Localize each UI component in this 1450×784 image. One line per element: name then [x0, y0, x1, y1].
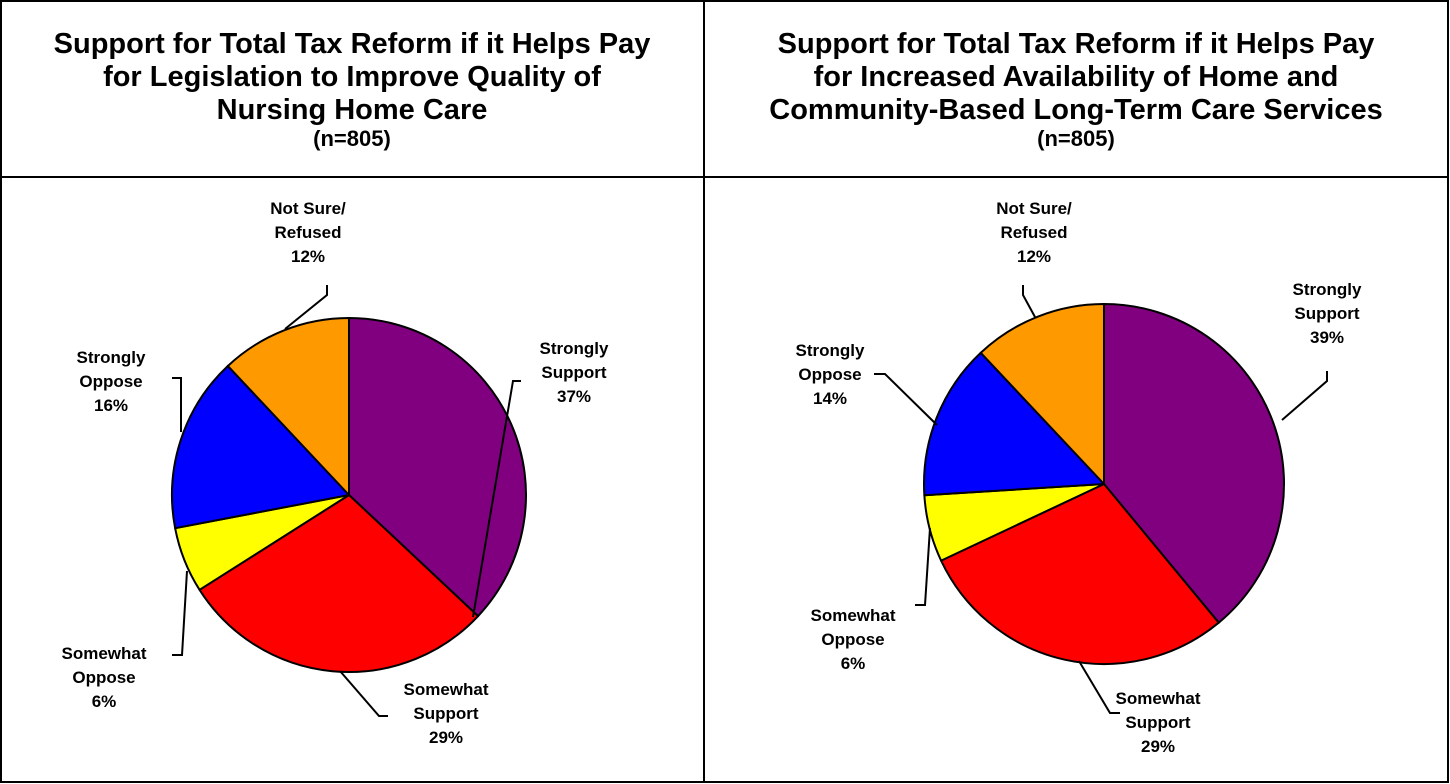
left-slice-not-sure-refused	[226, 317, 350, 496]
left-label-not-sure-refused: Not Sure/Refused 12%	[270, 199, 346, 266]
left-slice-strongly-oppose	[171, 364, 350, 530]
right-title-line-3: Community-Based Long-Term Care Services	[769, 94, 1383, 126]
left-leader-somewhat-oppose	[172, 570, 188, 656]
right-leader-not-sure-refused	[1022, 285, 1036, 318]
left-leader-strongly-oppose	[172, 377, 182, 432]
right-leader-somewhat-support	[1078, 660, 1120, 714]
left-pie-chart: Strongly Support 37% Somewhat Support 29% Some…	[61, 199, 609, 747]
right-label-strongly-oppose: Strongly Oppose 14%	[796, 341, 865, 408]
left-slice-somewhat-support	[198, 494, 480, 673]
right-title-cell: Support for Total Tax Reform if it Helps…	[704, 0, 1448, 177]
right-slice-not-sure-refused	[979, 303, 1105, 485]
right-chart-sample-size: (n=805)	[1037, 126, 1115, 151]
left-chart-sample-size: (n=805)	[313, 126, 391, 151]
left-label-somewhat-oppose: Somewhat Oppose 6%	[61, 644, 146, 711]
right-slice-strongly-support	[1103, 303, 1285, 624]
left-title-cell: Support for Total Tax Reform if it Helps…	[0, 0, 704, 177]
right-leader-strongly-support	[1281, 371, 1328, 421]
right-title-line-2: for Increased Availability of Home and	[813, 61, 1339, 93]
left-chart-title: Support for Total Tax Reform if it Helps…	[54, 26, 651, 127]
left-leader-not-sure-refused	[284, 285, 328, 330]
left-title-line-2: for Legislation to Improve Quality of	[103, 61, 601, 93]
right-label-not-sure-refused: Not Sure/Refused 12%	[996, 199, 1072, 266]
left-title-line-3: Nursing Home Care	[216, 94, 488, 126]
left-label-strongly-oppose: Strongly Oppose 16%	[77, 348, 146, 415]
right-leader-strongly-oppose	[874, 373, 938, 426]
left-pie-slices	[171, 317, 527, 673]
left-leader-somewhat-support	[339, 670, 388, 717]
right-label-strongly-support: Strongly Support 39%	[1293, 280, 1362, 347]
left-leader-strongly-support	[472, 380, 521, 618]
right-slice-strongly-oppose	[923, 351, 1105, 497]
right-chart-title: Support for Total Tax Reform if it Helps…	[769, 26, 1382, 127]
left-label-strongly-support: Strongly Support 37%	[540, 339, 609, 406]
left-title-line-1: Support for Total Tax Reform if it Helps…	[53, 28, 651, 60]
right-pie-slices	[923, 303, 1285, 665]
right-title-line-1: Support for Total Tax Reform if it Helps…	[777, 28, 1375, 60]
left-slice-strongly-support	[348, 317, 527, 618]
right-pie-chart: Strongly Support 39% Somewhat Support 29% Some…	[796, 199, 1362, 756]
right-chart-panel: Support for Total Tax Reform if it Helps…	[704, 0, 1448, 782]
right-pie-labels: Strongly Support 39% Somewhat Support 29% Some…	[796, 199, 1362, 756]
left-label-somewhat-support: Somewhat Support 29%	[403, 680, 488, 747]
left-chart-panel: Support for Total Tax Reform if it Helps…	[0, 0, 704, 782]
right-label-somewhat-support: Somewhat Support 29%	[1115, 689, 1200, 756]
right-leader-somewhat-oppose	[915, 527, 931, 606]
left-pie-labels: Strongly Support 37% Somewhat Support 29% Some…	[61, 199, 609, 747]
right-label-somewhat-oppose: Somewhat Oppose 6%	[810, 606, 895, 673]
